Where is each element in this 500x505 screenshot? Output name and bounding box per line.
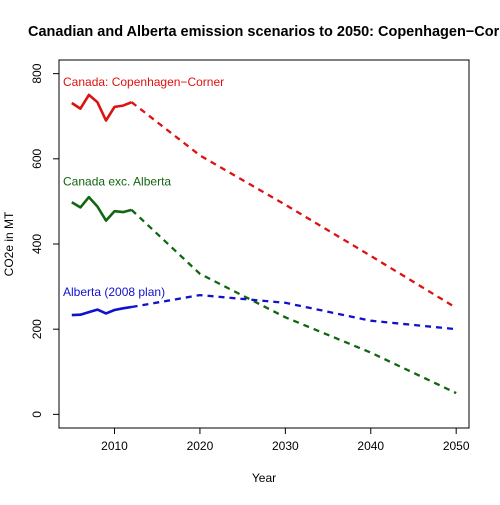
plot-frame (59, 60, 469, 428)
x-axis: 2010 2020 2030 2040 2050 (101, 428, 470, 453)
x-tick-label: 2050 (443, 439, 470, 453)
chart-title: Canadian and Alberta emission scenarios … (28, 24, 500, 40)
series-label-layer: Canada: Copenhagen−Corner Canada exc. Alb… (63, 75, 224, 299)
y-tick-label: 0 (30, 411, 44, 418)
series-1-projected-line (132, 210, 457, 393)
series-label: Alberta (2008 plan) (63, 285, 165, 299)
x-axis-label: Year (252, 471, 276, 485)
y-tick-label: 800 (30, 63, 44, 83)
x-tick-label: 2020 (187, 439, 214, 453)
y-axis: 0 200 400 600 800 (30, 63, 59, 417)
series-label: Canada exc. Alberta (63, 174, 171, 188)
series-label: Canada: Copenhagen−Corner (63, 75, 224, 89)
x-tick-label: 2030 (272, 439, 299, 453)
series-0-historical-line (72, 95, 132, 121)
series-1-historical-line (72, 197, 132, 221)
x-tick-label: 2040 (357, 439, 384, 453)
x-tick-label: 2010 (101, 439, 128, 453)
y-tick-label: 400 (30, 234, 44, 254)
y-tick-label: 200 (30, 319, 44, 339)
series-2-historical-line (72, 307, 132, 315)
y-tick-label: 600 (30, 148, 44, 168)
series-2-projected-line (132, 295, 457, 329)
series-0-projected-line (132, 102, 457, 308)
series-layer (72, 95, 456, 393)
y-axis-label: CO2e in MT (2, 211, 16, 276)
